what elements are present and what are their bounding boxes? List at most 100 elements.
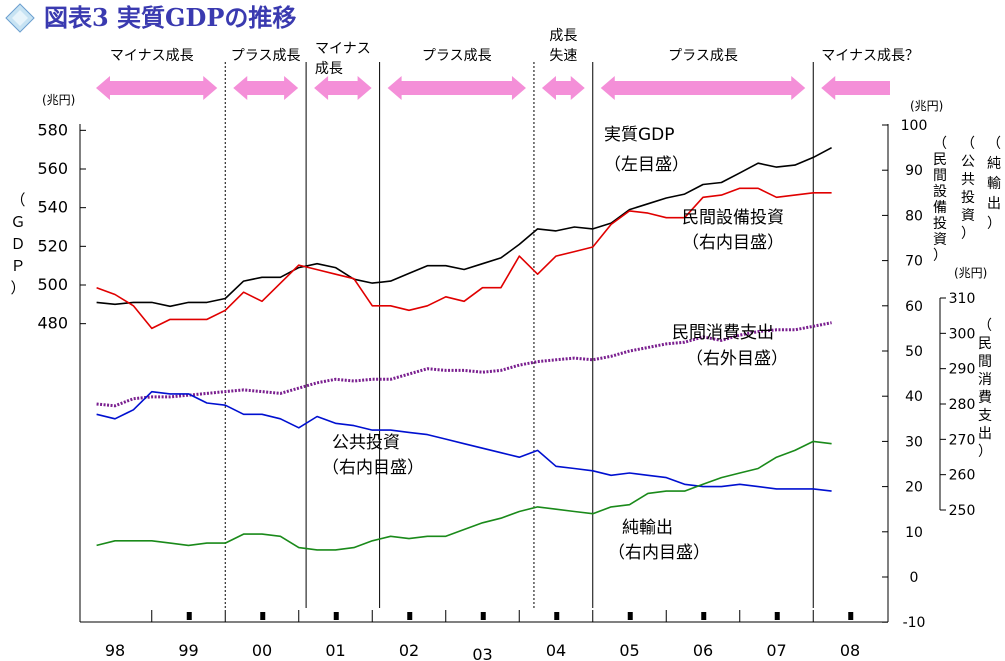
x-tick-label: 02 [399, 641, 419, 660]
left-axis-title: ） [10, 279, 25, 297]
annotations: 実質GDP （左目盛） 民間設備投資 （右内目盛） 民間消費支出 （右外目盛） … [322, 125, 788, 563]
right-outer-axis-title: 間 [978, 354, 992, 370]
chart-figure: 図表3 実質GDPの推移 マイナス成長 プラス成長 マイナス成長プラス成長成長失速プ… [0, 0, 1005, 661]
right-netexports-axis-title: 純 [987, 156, 1001, 172]
right-inner-tick-label: 10 [905, 525, 923, 541]
right-outer-tick-label: 250 [949, 503, 976, 519]
right-public-axis-title: 投 [961, 190, 975, 206]
right-public-axis-title: 公 [961, 154, 975, 170]
phase-arrow [821, 76, 890, 100]
right-outer-axis-title: （ [978, 318, 992, 334]
right-unit-label: (兆円) [910, 99, 943, 113]
right-inner-tick-label: 50 [905, 344, 923, 360]
x-quarter-marker [260, 612, 265, 620]
phase-arrow [314, 76, 372, 100]
right-inner-tick-label: 20 [905, 480, 923, 496]
x-tick-label: 03 [472, 645, 492, 661]
right-inner-tick-label: -10 [903, 615, 926, 631]
phase-label: 成長 [549, 28, 577, 44]
right-inner-tick-label: 40 [905, 389, 923, 405]
right-outer-axis-title: 消 [978, 372, 992, 388]
phase-arrow [233, 76, 298, 100]
x-quarter-marker [187, 612, 192, 620]
right-outer-tick-label: 310 [949, 291, 976, 307]
left-axis-title: Ｄ [10, 235, 25, 253]
right-netexports-axis-title: 出 [987, 196, 1001, 212]
series-line-netexports [97, 441, 832, 550]
right-inner-tick-label: 100 [901, 118, 928, 134]
x-quarter-marker [334, 612, 339, 620]
phase-label: プラス成長 [422, 48, 492, 64]
consumption-note: （右外目盛） [686, 349, 788, 369]
series-line-public [97, 392, 832, 491]
capex-note: （右内目盛） [682, 233, 784, 253]
x-tick-label: 99 [178, 641, 198, 660]
right-inner-tick-label: 30 [905, 434, 923, 450]
public-note: （右内目盛） [322, 458, 424, 478]
right-capex-axis-title: 備 [933, 200, 947, 216]
right-capex-axis-title: 民 [933, 152, 947, 168]
right-outer-axis-title: 民 [978, 336, 992, 352]
right-outer-axis-title: 費 [978, 390, 992, 406]
left-axis-title: Ｇ [10, 213, 25, 231]
gdp-label: 実質GDP [604, 125, 675, 145]
netexports-note: （右内目盛） [608, 543, 710, 563]
x-quarter-marker [775, 612, 780, 620]
phase-arrow [96, 76, 217, 100]
right-outer-tick-label: 290 [949, 362, 976, 378]
phase-arrow [601, 76, 806, 100]
left-tick-label: 520 [37, 236, 68, 255]
right-netexports-axis-title: （ [987, 136, 1001, 152]
public-label: 公共投資 [332, 433, 400, 453]
left-axis-title: （ [10, 191, 25, 209]
right-netexports-axis-title: 輸 [987, 176, 1001, 192]
x-tick-label: 01 [325, 641, 345, 660]
right-public-axis-title: 共 [961, 172, 975, 188]
phase-arrow [388, 76, 526, 100]
right-capex-axis-title: 間 [933, 168, 947, 184]
phase-label: マイナス [315, 41, 371, 57]
right-capex-axis-title: 資 [933, 232, 947, 248]
right-outer-axis-title: 支 [978, 408, 992, 424]
right-inner-tick-label: 90 [905, 163, 923, 179]
right-outer-tick-label: 270 [949, 432, 976, 448]
x-quarter-marker [554, 612, 559, 620]
right-outer-tick-label: 300 [949, 326, 976, 342]
phase-label: プラス成長 [668, 48, 738, 64]
phase-label: 成長 [315, 61, 343, 77]
x-quarter-marker [407, 612, 412, 620]
gdp-note: （左目盛） [604, 155, 689, 175]
x-tick-label: 05 [619, 641, 639, 660]
x-tick-label: 04 [546, 641, 566, 660]
phase-label: プラス成長 [231, 48, 301, 64]
phase-label: マイナス成長？ [821, 48, 919, 64]
x-quarter-marker [628, 612, 633, 620]
left-tick-label: 480 [37, 314, 68, 333]
right-netexports-axis-title: ） [987, 216, 1001, 232]
x-quarter-marker [848, 612, 853, 620]
x-tick-label: 98 [105, 641, 125, 660]
phase-label: 失速 [549, 48, 577, 64]
phase-arrow [542, 76, 585, 100]
axis-ticks: 480500520540560580-100102030405060708090… [10, 118, 1001, 661]
right-capex-axis-title: ） [933, 248, 947, 264]
right-inner-tick-label: 0 [910, 570, 919, 586]
x-tick-label: 07 [766, 641, 786, 660]
netexports-label: 純輸出 [622, 518, 673, 538]
right-inner-tick-label: 80 [905, 208, 923, 224]
left-tick-label: 580 [37, 120, 68, 139]
diamond-icon [6, 4, 34, 32]
right-outer-axis-title: ） [978, 444, 992, 460]
x-tick-label: 08 [840, 641, 860, 660]
x-quarter-marker [701, 612, 706, 620]
right-capex-axis-title: （ [933, 136, 947, 152]
phase-label: マイナス成長 [110, 48, 194, 64]
right-outer-axis-title: 出 [978, 426, 992, 442]
x-quarter-marker [481, 612, 486, 620]
left-tick-label: 540 [37, 198, 68, 217]
consumption-label: 民間消費支出 [672, 323, 774, 343]
capex-label: 民間設備投資 [682, 208, 784, 228]
left-tick-label: 560 [37, 159, 68, 178]
right-outer-tick-label: 280 [949, 397, 976, 413]
